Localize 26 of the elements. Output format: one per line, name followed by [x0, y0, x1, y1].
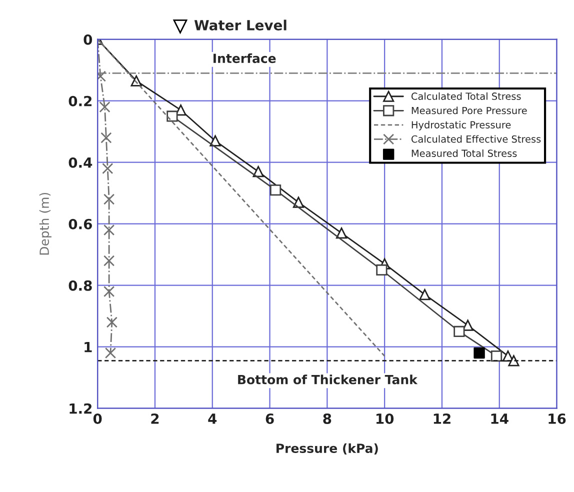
x-tick-label: 6 — [266, 413, 274, 424]
ref-line-label: Interface — [214, 53, 276, 64]
x-tick-label: 2 — [151, 413, 159, 424]
legend-label: Measured Total Stress — [412, 149, 517, 157]
x-tick-label: 8 — [323, 413, 332, 424]
y-tick-label: 0.2 — [68, 96, 92, 106]
text: Water Level — [194, 20, 286, 30]
legend-label: Calculated Effective Stress — [411, 135, 541, 143]
y-tick-label: 1 — [84, 342, 92, 352]
y-axis-title: Depth (m) — [39, 192, 52, 255]
y-tick-label: 0.4 — [68, 157, 92, 168]
x-tick-label: 12 — [434, 413, 450, 424]
legend-label: Calculated Total Stress — [411, 92, 521, 100]
y-tick-label: 0 — [84, 34, 92, 45]
x-tick-label: 16 — [548, 413, 566, 424]
legend-label: Measured Pore Pressure — [412, 106, 527, 114]
y-tick-label: 1.2 — [70, 403, 92, 414]
x-axis-title: Pressure (kPa) — [276, 443, 378, 454]
legend-label: Hydrostatic Pressure — [412, 120, 511, 130]
x-tick-label: 14 — [491, 414, 508, 424]
y-tick-label: 0.8 — [68, 280, 92, 291]
ref-line-label: Bottom of Thickener Tank — [238, 374, 418, 384]
y-tick-label: 0.6 — [68, 218, 92, 230]
x-tick-label: 10 — [376, 413, 394, 424]
x-tick-label: 4 — [208, 414, 217, 424]
x-tick-label: 0 — [93, 413, 102, 424]
